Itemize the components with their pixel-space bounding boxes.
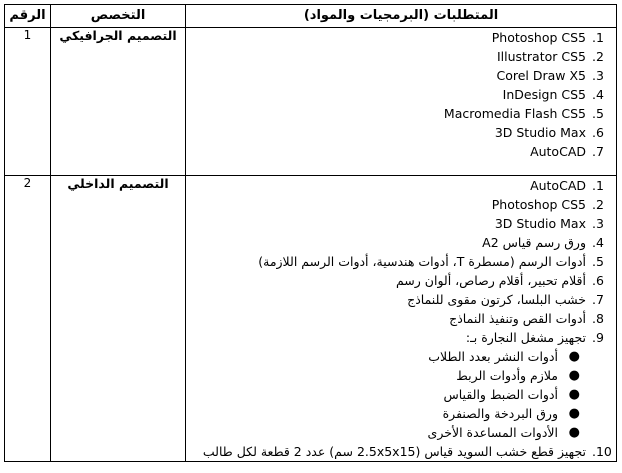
list-item-marker: .1 [592, 30, 604, 45]
bullet-icon: ● [568, 425, 580, 440]
list-item-marker: .3 [592, 216, 604, 231]
list-item-text: أدوات الرسم (مسطرة T، أدوات هندسية، أدوا… [258, 254, 586, 269]
list-item-marker: .4 [592, 235, 604, 250]
list-item-text: ورق رسم قياس A2 [482, 235, 586, 250]
table-row: .1 Photoshop CS5 .2 Illustrator CS5 .3 C… [4, 27, 617, 176]
list-item-text: أدوات الضبط والقياس [443, 387, 558, 402]
list-item: .3 3D Studio Max [186, 214, 616, 233]
list-item-marker: .4 [592, 87, 604, 102]
list-item-text: ورق البردخة والصنفرة [442, 406, 558, 421]
list-item-text: Macromedia Flash CS5 [443, 106, 586, 121]
table-row: .1 AutoCAD .2 Photoshop CS5 .3 3D Studio… [4, 175, 617, 462]
list-item: ● ملازم وأدوات الربط [186, 366, 586, 385]
specialization-cell: التصميم الداخلي [50, 175, 186, 462]
list-item-marker: .10 [592, 444, 612, 459]
list-item-marker: .7 [592, 292, 604, 307]
bullet-icon: ● [568, 368, 580, 383]
list-item-marker: .2 [592, 49, 604, 64]
list-item: .5 أدوات الرسم (مسطرة T، أدوات هندسية، أ… [186, 252, 616, 271]
column-header-specialization: التخصص [50, 4, 186, 28]
list-item: .4 InDesign CS5 [186, 85, 616, 104]
list-item-text: أدوات النشر بعدد الطلاب [428, 349, 558, 364]
list-item-marker: .1 [592, 178, 604, 193]
specialization-cell: التصميم الجرافيكي [50, 27, 186, 176]
list-item-text: Photoshop CS5 [491, 197, 586, 212]
list-item-marker: .7 [592, 144, 604, 159]
list-item-text: 3D Studio Max [494, 216, 586, 231]
bullet-icon: ● [568, 406, 580, 421]
list-item-marker: .9 [592, 330, 604, 345]
list-item-text: تجهيز مشغل النجارة بـ: [465, 330, 586, 345]
list-item-marker: .2 [592, 197, 604, 212]
list-item-text: 3D Studio Max [494, 125, 586, 140]
list-item: ● الأدوات المساعدة الأخرى [186, 423, 586, 442]
list-item: .2 Photoshop CS5 [186, 195, 616, 214]
requirements-cell: .1 AutoCAD .2 Photoshop CS5 .3 3D Studio… [185, 175, 617, 462]
list-item-text: خشب البلسا، كرتون مقوى للنماذج [407, 292, 586, 307]
list-item-text: Illustrator CS5 [496, 49, 586, 64]
table-header-row: المتطلبات (البرمجيات والمواد) التخصص الر… [4, 4, 617, 28]
list-item: .6 3D Studio Max [186, 123, 616, 142]
list-item: .6 أقلام تحبير، أقلام رصاص، ألوان رسم [186, 271, 616, 290]
list-item: .1 Photoshop CS5 [186, 28, 616, 47]
list-item-text: AutoCAD [530, 178, 586, 193]
list-item: .4 ورق رسم قياس A2 [186, 233, 616, 252]
bullet-icon: ● [568, 349, 580, 364]
list-item-marker: .5 [592, 254, 604, 269]
sub-requirements-list: ● أدوات النشر بعدد الطلاب ● ملازم وأدوات… [186, 347, 586, 442]
row-number-cell: 2 [4, 175, 51, 462]
column-header-requirements: المتطلبات (البرمجيات والمواد) [185, 4, 617, 28]
requirements-table: المتطلبات (البرمجيات والمواد) التخصص الر… [4, 4, 617, 462]
list-item-text: تجهيز قطع خشب السويد قياس (2.5x5x15 سم) … [202, 444, 586, 459]
list-item-marker: .8 [592, 311, 604, 326]
list-item-text: InDesign CS5 [502, 87, 586, 102]
list-item-marker: .6 [592, 273, 604, 288]
list-item: .10 تجهيز قطع خشب السويد قياس (2.5x5x15 … [186, 442, 616, 461]
list-item-text: Photoshop CS5 [491, 30, 586, 45]
list-item: ● أدوات الضبط والقياس [186, 385, 586, 404]
list-item-marker: .3 [592, 68, 604, 83]
sub-list-wrapper: ● أدوات النشر بعدد الطلاب ● ملازم وأدوات… [186, 347, 616, 442]
list-item: .1 AutoCAD [186, 176, 616, 195]
table-body: .1 Photoshop CS5 .2 Illustrator CS5 .3 C… [4, 27, 617, 462]
list-item-text: AutoCAD [530, 144, 586, 159]
bullet-icon: ● [568, 387, 580, 402]
list-item: .5 Macromedia Flash CS5 [186, 104, 616, 123]
list-item-text: ملازم وأدوات الربط [456, 368, 558, 383]
list-item: ● ورق البردخة والصنفرة [186, 404, 586, 423]
list-item: .9 تجهيز مشغل النجارة بـ: [186, 328, 616, 347]
list-item-text: Corel Draw X5 [496, 68, 586, 83]
list-item: ● أدوات النشر بعدد الطلاب [186, 347, 586, 366]
list-item: .8 أدوات القص وتنفيذ النماذج [186, 309, 616, 328]
list-item-text: أقلام تحبير، أقلام رصاص، ألوان رسم [395, 273, 586, 288]
requirements-cell: .1 Photoshop CS5 .2 Illustrator CS5 .3 C… [185, 27, 617, 176]
list-item-text: الأدوات المساعدة الأخرى [427, 425, 558, 440]
list-item: .7 خشب البلسا، كرتون مقوى للنماذج [186, 290, 616, 309]
table-header: المتطلبات (البرمجيات والمواد) التخصص الر… [4, 4, 617, 28]
list-item-marker: .6 [592, 125, 604, 140]
requirements-list: .1 Photoshop CS5 .2 Illustrator CS5 .3 C… [186, 28, 616, 161]
list-item-marker: .5 [592, 106, 604, 121]
row-number-cell: 1 [4, 27, 51, 176]
requirements-list: .1 AutoCAD .2 Photoshop CS5 .3 3D Studio… [186, 176, 616, 347]
column-header-number: الرقم [4, 4, 51, 28]
requirements-list-continued: .10 تجهيز قطع خشب السويد قياس (2.5x5x15 … [186, 442, 616, 461]
cell-spacer [186, 161, 616, 175]
list-item-text: أدوات القص وتنفيذ النماذج [449, 311, 586, 326]
list-item: .2 Illustrator CS5 [186, 47, 616, 66]
list-item: .7 AutoCAD [186, 142, 616, 161]
list-item: .3 Corel Draw X5 [186, 66, 616, 85]
